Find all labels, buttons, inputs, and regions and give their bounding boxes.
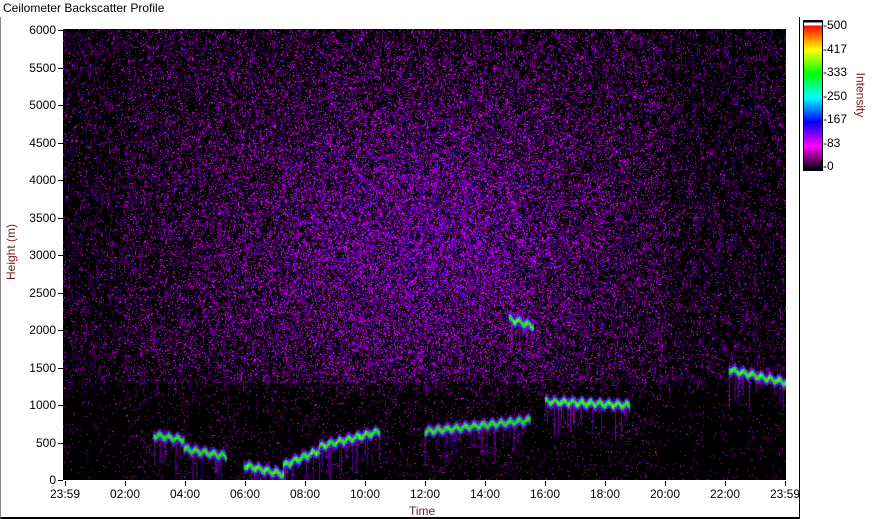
y-tick-mark [58, 105, 63, 106]
x-tick-label: 16:00 [529, 487, 561, 501]
y-tick-label: 5500 [29, 60, 56, 75]
x-tick-label: 14:00 [469, 487, 501, 501]
x-tick-mark [605, 481, 606, 486]
y-tick-label: 4000 [29, 173, 56, 187]
y-tick-mark [58, 30, 63, 31]
x-tick-label: 08:00 [289, 487, 321, 501]
y-tick-label: 2000 [29, 323, 56, 337]
x-tick-label: 20:00 [649, 487, 681, 501]
y-tick-mark [58, 292, 63, 294]
y-tick-label: 2500 [29, 285, 56, 300]
x-tick-label: 04:00 [169, 487, 201, 501]
heatmap-image [63, 29, 786, 480]
y-tick-label: 3000 [29, 248, 56, 262]
y-tick-mark [58, 367, 63, 369]
x-tick-mark [485, 481, 486, 486]
x-tick-label: 10:00 [349, 487, 381, 501]
colorbar-tick-label: -0 [823, 159, 834, 173]
y-tick-label: 5000 [29, 98, 56, 112]
plot-area [63, 29, 786, 480]
x-tick-label: 12:00 [409, 487, 441, 501]
x-tick-mark [185, 481, 186, 486]
chart-frame [0, 17, 800, 519]
colorbar-tick-label: -417 [823, 41, 848, 56]
x-tick-mark [245, 481, 246, 486]
x-tick-label: 23:59 [769, 487, 801, 501]
x-tick-mark [545, 481, 546, 486]
y-tick-mark [58, 217, 63, 219]
x-tick-mark [365, 481, 366, 486]
y-tick-mark [58, 480, 63, 481]
y-tick-mark [58, 142, 63, 144]
x-tick-mark [665, 481, 666, 486]
x-tick-mark [725, 481, 726, 486]
colorbar-tick-label: -500 [823, 18, 848, 32]
colorbar-tick-label: -250 [823, 88, 848, 103]
colorbar-tick-label: -333 [823, 65, 848, 79]
y-tick-label: 6000 [29, 23, 56, 37]
x-tick-mark [425, 481, 426, 486]
y-tick-mark [58, 255, 63, 256]
x-tick-label: 22:00 [709, 487, 741, 501]
y-tick-label: 500 [35, 435, 56, 450]
y-tick-label: 3500 [29, 210, 56, 225]
y-tick-label: 4500 [29, 135, 56, 150]
y-tick-mark [58, 67, 63, 69]
x-tick-mark [785, 481, 786, 486]
y-tick-label: 1500 [29, 360, 56, 375]
colorbar-tick-label: -167 [823, 112, 848, 126]
x-tick-label: 02:00 [109, 487, 141, 501]
y-tick-label: 0 [49, 473, 56, 487]
x-tick-mark [125, 481, 126, 486]
colorbar [803, 20, 823, 171]
x-axis-label: Time [409, 504, 436, 518]
chart-title: Ceilometer Backscatter Profile [3, 1, 165, 15]
x-tick-label: 23:59 [49, 487, 81, 501]
colorbar-label: Intensity [853, 72, 868, 118]
y-tick-mark [58, 442, 63, 444]
colorbar-tick-label: -83 [823, 135, 841, 150]
x-tick-label: 06:00 [229, 487, 261, 501]
x-tick-mark [305, 481, 306, 486]
y-tick-mark [58, 405, 63, 406]
x-tick-mark [65, 481, 66, 486]
y-tick-label: 1000 [29, 398, 56, 412]
y-tick-mark [58, 180, 63, 181]
y-tick-mark [58, 330, 63, 331]
x-tick-label: 18:00 [589, 487, 621, 501]
